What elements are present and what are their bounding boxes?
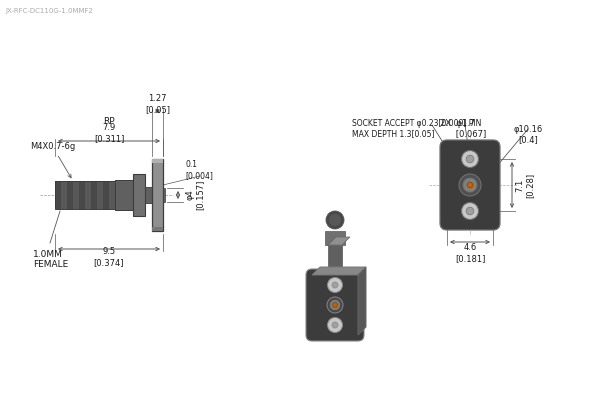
Circle shape xyxy=(467,182,473,188)
Circle shape xyxy=(332,322,338,328)
Text: 1.0MM
FEMALE: 1.0MM FEMALE xyxy=(33,250,68,270)
FancyBboxPatch shape xyxy=(306,269,364,341)
Text: RP: RP xyxy=(103,116,115,126)
Circle shape xyxy=(461,202,479,220)
Circle shape xyxy=(461,150,479,168)
Polygon shape xyxy=(358,267,366,335)
Text: 7.1
[0.28]: 7.1 [0.28] xyxy=(515,172,535,198)
Bar xyxy=(85,181,91,209)
Circle shape xyxy=(466,155,474,163)
Polygon shape xyxy=(312,267,366,275)
Bar xyxy=(109,181,115,209)
Bar xyxy=(103,181,109,209)
Circle shape xyxy=(327,297,343,313)
Bar xyxy=(55,181,61,209)
Bar xyxy=(152,159,163,163)
Bar xyxy=(79,181,85,209)
Text: φ10.16
[0.4]: φ10.16 [0.4] xyxy=(514,125,542,144)
Text: 4.6
[0.181]: 4.6 [0.181] xyxy=(455,243,485,263)
Text: φ4
[0.157]: φ4 [0.157] xyxy=(185,180,205,210)
Circle shape xyxy=(329,214,341,226)
Circle shape xyxy=(459,174,481,196)
Text: M4X0.7-6g: M4X0.7-6g xyxy=(30,142,75,178)
Circle shape xyxy=(328,318,343,332)
Bar xyxy=(97,181,103,209)
Circle shape xyxy=(466,207,474,215)
Text: SOCKET ACCEPT φ0.23[0.009] PIN
MAX DEPTH 1.3[0.05]: SOCKET ACCEPT φ0.23[0.009] PIN MAX DEPTH… xyxy=(352,119,481,138)
Text: 2X  φ1.7
      [0.067]: 2X φ1.7 [0.067] xyxy=(440,119,486,138)
Bar xyxy=(67,181,73,209)
Text: 1.27
[0.05]: 1.27 [0.05] xyxy=(145,94,170,114)
Bar xyxy=(325,231,345,245)
Bar xyxy=(61,181,67,209)
Bar xyxy=(73,181,79,209)
Circle shape xyxy=(326,211,344,229)
Text: 9.5
[0.374]: 9.5 [0.374] xyxy=(94,247,124,267)
Circle shape xyxy=(333,303,337,307)
Text: JX-RFC-DC110G-1.0MMF2: JX-RFC-DC110G-1.0MMF2 xyxy=(5,8,93,14)
Bar xyxy=(145,187,152,203)
Bar xyxy=(152,159,163,231)
Circle shape xyxy=(332,282,338,288)
Text: 0.1
[0.004]: 0.1 [0.004] xyxy=(185,160,213,180)
Bar xyxy=(115,180,133,210)
Polygon shape xyxy=(328,237,350,245)
Circle shape xyxy=(328,278,343,292)
Bar xyxy=(55,181,115,209)
Text: 7.9
[0.311]: 7.9 [0.311] xyxy=(94,123,124,143)
Bar xyxy=(328,245,342,267)
Bar xyxy=(133,174,145,216)
FancyBboxPatch shape xyxy=(440,140,500,230)
Bar xyxy=(163,188,165,202)
Bar xyxy=(91,181,97,209)
Circle shape xyxy=(463,178,477,192)
Bar xyxy=(152,227,163,231)
Circle shape xyxy=(330,300,340,310)
